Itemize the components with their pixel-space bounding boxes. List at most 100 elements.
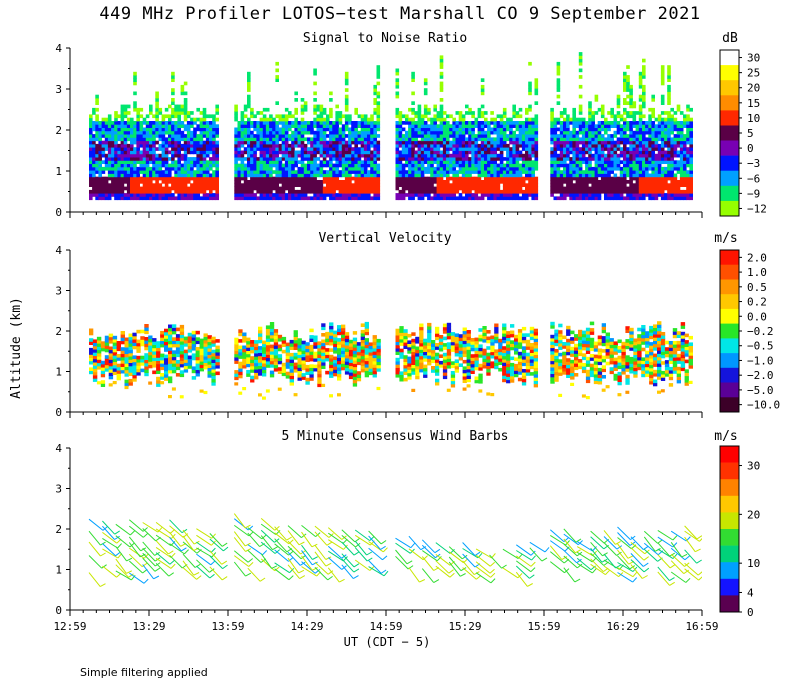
snr-cell: [563, 147, 567, 151]
snr-cell: [256, 170, 260, 174]
snr-cell: [493, 180, 497, 184]
snr-cell: [278, 130, 283, 135]
snr-cell: [297, 189, 302, 194]
snr-cell: [190, 134, 194, 138]
velocity-cell: [215, 352, 220, 356]
snr-cell: [120, 170, 125, 174]
snr-cell: [212, 114, 216, 119]
snr-cell: [477, 127, 482, 132]
snr-cell: [98, 140, 102, 145]
snr-cell: [294, 121, 298, 125]
snr-cell: [398, 130, 403, 135]
snr-cell: [126, 143, 131, 148]
snr-cell: [578, 173, 583, 178]
snr-cell: [591, 183, 595, 187]
snr-cell: [531, 150, 535, 155]
snr-cell: [174, 163, 178, 168]
snr-cell: [616, 180, 621, 184]
velocity-cell: [108, 362, 114, 367]
snr-cell: [626, 196, 630, 201]
velocity-cell: [179, 341, 185, 345]
snr-cell: [142, 166, 147, 171]
velocity-cell: [168, 353, 173, 358]
snr-cell: [117, 193, 121, 197]
snr-cell: [316, 114, 321, 119]
snr-cell: [509, 140, 513, 145]
snr-cell: [512, 153, 516, 158]
velocity-cell: [132, 378, 137, 382]
snr-cell: [373, 147, 377, 151]
snr-cell: [686, 140, 690, 145]
velocity-cell: [164, 338, 169, 342]
snr-cell: [509, 121, 513, 125]
snr-cell: [405, 130, 409, 135]
snr-cell: [471, 166, 475, 171]
snr-cell: [487, 193, 491, 197]
snr-cell: [414, 176, 418, 181]
snr-cell: [212, 121, 216, 125]
snr-cell: [591, 140, 595, 145]
snr-cell: [360, 130, 365, 135]
velocity-cell: [195, 347, 200, 351]
snr-cell: [490, 111, 494, 115]
snr-cell: [405, 147, 409, 151]
snr-cell: [171, 91, 175, 96]
snr-cell: [480, 170, 485, 174]
snr-cell: [477, 121, 482, 125]
snr-cell: [405, 143, 409, 148]
snr-cell: [120, 183, 125, 187]
snr-cell: [316, 150, 321, 155]
velocity-cell: [175, 353, 181, 358]
snr-cell: [430, 170, 434, 174]
snr-cell: [521, 147, 526, 151]
velocity-cell: [136, 329, 141, 334]
snr-cell: [667, 94, 671, 99]
snr-cell: [111, 140, 115, 145]
snr-cell: [341, 130, 346, 135]
snr-cell: [487, 150, 491, 155]
velocity-cell: [144, 369, 149, 373]
snr-cell: [348, 143, 352, 148]
snr-cell: [98, 180, 102, 184]
snr-cell: [354, 121, 358, 125]
velocity-cell: [183, 356, 189, 360]
snr-cell: [278, 137, 283, 142]
snr-cell: [186, 130, 191, 135]
snr-cell: [436, 127, 441, 132]
snr-cell: [525, 183, 529, 187]
snr-cell: [531, 173, 535, 178]
velocity-cell: [92, 345, 98, 350]
snr-cell: [487, 160, 491, 164]
snr-cell: [155, 186, 159, 191]
velocity-cell: [207, 374, 212, 378]
snr-cell: [439, 130, 444, 135]
snr-cell: [303, 107, 308, 112]
snr-cell: [436, 176, 441, 181]
velocity-cell: [89, 341, 94, 345]
snr-cell: [344, 121, 349, 125]
snr-cell: [600, 121, 605, 125]
snr-cell: [689, 117, 693, 122]
snr-cell: [152, 189, 156, 194]
velocity-cell: [207, 351, 212, 355]
snr-cell: [111, 130, 115, 135]
velocity-cell: [191, 343, 197, 348]
snr-cell: [686, 160, 690, 164]
snr-cell: [234, 140, 238, 145]
snr-cell: [126, 153, 131, 158]
snr-cell: [610, 189, 614, 194]
snr-cell: [335, 143, 339, 148]
snr-cell: [120, 111, 125, 115]
snr-cell: [107, 189, 112, 194]
snr-cell: [215, 111, 219, 115]
snr-cell: [199, 176, 204, 181]
velocity-cell: [179, 360, 185, 365]
snr-cell: [651, 143, 655, 148]
snr-cell: [686, 150, 690, 155]
snr-cell: [449, 163, 453, 168]
snr-cell: [161, 163, 166, 168]
snr-cell: [139, 153, 144, 158]
snr-cell: [183, 173, 188, 178]
snr-cell: [660, 68, 665, 73]
snr-cell: [190, 196, 194, 201]
